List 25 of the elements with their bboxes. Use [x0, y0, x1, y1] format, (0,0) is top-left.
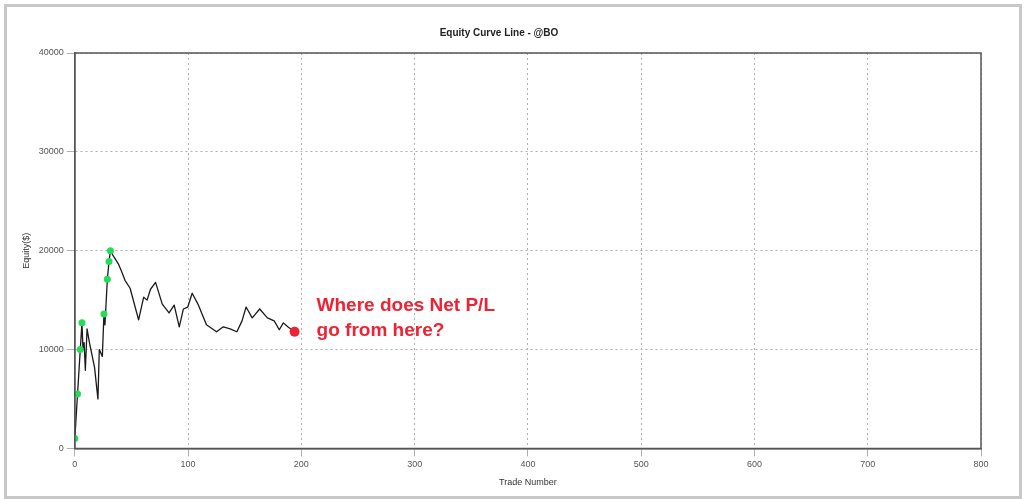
y-tick-label: 30000 [38, 146, 64, 157]
x-tick-label: 0 [72, 459, 78, 470]
point [289, 326, 300, 337]
x-tick-label: 800 [973, 459, 989, 470]
x-tick-label: 400 [520, 459, 536, 470]
point [76, 346, 84, 354]
x-tick-label: 200 [293, 459, 309, 470]
y-axis-title: Equity($) [20, 232, 31, 269]
x-tick-label: 600 [746, 459, 762, 470]
point [106, 247, 114, 255]
point [78, 319, 86, 327]
point [100, 310, 108, 318]
x-tick-label: 500 [633, 459, 649, 470]
x-axis-title: Trade Number [499, 477, 557, 488]
chart-title: Equity Curve Line - @BO [439, 26, 559, 38]
point [105, 258, 113, 266]
point [103, 275, 111, 283]
y-tick-label: 10000 [38, 344, 64, 355]
y-tick-label: 0 [58, 442, 64, 453]
annotation: Where does Net P/L go from here? [316, 293, 496, 340]
x-tick-label: 300 [407, 459, 423, 470]
y-tick-label: 40000 [38, 47, 64, 58]
x-tick-label: 700 [860, 459, 876, 470]
y-tick-label: 20000 [38, 245, 64, 256]
x-tick-label: 100 [180, 459, 196, 470]
